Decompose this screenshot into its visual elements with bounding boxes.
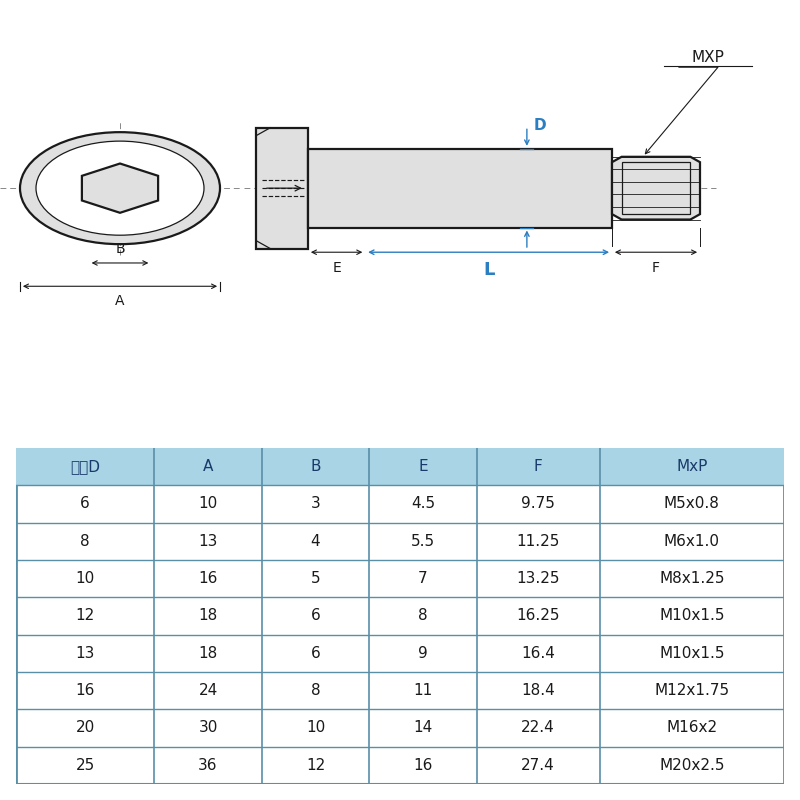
Text: 6: 6 bbox=[310, 646, 320, 661]
Text: 25: 25 bbox=[75, 758, 94, 773]
Text: F: F bbox=[652, 261, 660, 275]
Text: 13.25: 13.25 bbox=[517, 571, 560, 586]
Text: 9: 9 bbox=[418, 646, 428, 661]
Text: 5: 5 bbox=[310, 571, 320, 586]
Text: 12: 12 bbox=[306, 758, 325, 773]
Text: 6: 6 bbox=[310, 609, 320, 623]
Text: 16.25: 16.25 bbox=[517, 609, 560, 623]
Text: 8: 8 bbox=[80, 534, 90, 549]
Text: 10: 10 bbox=[198, 497, 218, 511]
Text: 13: 13 bbox=[75, 646, 95, 661]
Text: M8x1.25: M8x1.25 bbox=[659, 571, 725, 586]
Text: 11: 11 bbox=[414, 683, 433, 698]
Bar bbox=[308, 149, 612, 227]
Text: 18: 18 bbox=[198, 609, 218, 623]
Text: 杆径D: 杆径D bbox=[70, 459, 100, 474]
Text: 22.4: 22.4 bbox=[522, 721, 555, 735]
Text: MxP: MxP bbox=[676, 459, 707, 474]
Text: B: B bbox=[310, 459, 321, 474]
Text: 6: 6 bbox=[80, 497, 90, 511]
Text: 10: 10 bbox=[75, 571, 94, 586]
Text: 16: 16 bbox=[75, 683, 95, 698]
Text: M10x1.5: M10x1.5 bbox=[659, 609, 725, 623]
Text: E: E bbox=[418, 459, 428, 474]
Text: 9.75: 9.75 bbox=[522, 497, 555, 511]
Text: 3: 3 bbox=[310, 497, 320, 511]
Text: M10x1.5: M10x1.5 bbox=[659, 646, 725, 661]
Text: 16: 16 bbox=[414, 758, 433, 773]
Text: 24: 24 bbox=[198, 683, 218, 698]
Text: 4: 4 bbox=[310, 534, 320, 549]
Text: 27.4: 27.4 bbox=[522, 758, 555, 773]
Text: 16: 16 bbox=[198, 571, 218, 586]
Circle shape bbox=[36, 141, 204, 235]
Text: M12x1.75: M12x1.75 bbox=[654, 683, 730, 698]
Text: A: A bbox=[203, 459, 213, 474]
Bar bbox=[16, 448, 784, 486]
Text: A: A bbox=[115, 294, 125, 308]
Text: 7: 7 bbox=[418, 571, 428, 586]
Bar bbox=[622, 162, 690, 214]
Text: 16.4: 16.4 bbox=[522, 646, 555, 661]
Text: M5x0.8: M5x0.8 bbox=[664, 497, 720, 511]
Bar bbox=[256, 128, 308, 249]
Text: M16x2: M16x2 bbox=[666, 721, 718, 735]
Text: E: E bbox=[332, 261, 341, 275]
Text: 13: 13 bbox=[198, 534, 218, 549]
Text: 14: 14 bbox=[414, 721, 433, 735]
Text: M6x1.0: M6x1.0 bbox=[664, 534, 720, 549]
Text: B: B bbox=[115, 242, 125, 256]
Polygon shape bbox=[612, 157, 700, 219]
Text: L: L bbox=[483, 261, 494, 279]
Text: 4.5: 4.5 bbox=[411, 497, 435, 511]
Polygon shape bbox=[82, 163, 158, 213]
Text: 18.4: 18.4 bbox=[522, 683, 555, 698]
Text: 30: 30 bbox=[198, 721, 218, 735]
Text: 20: 20 bbox=[75, 721, 94, 735]
Text: M20x2.5: M20x2.5 bbox=[659, 758, 725, 773]
Text: 36: 36 bbox=[198, 758, 218, 773]
Text: MXP: MXP bbox=[691, 50, 725, 65]
Text: 8: 8 bbox=[310, 683, 320, 698]
Text: 11.25: 11.25 bbox=[517, 534, 560, 549]
Circle shape bbox=[20, 132, 220, 244]
Text: 18: 18 bbox=[198, 646, 218, 661]
Text: 8: 8 bbox=[418, 609, 428, 623]
Text: D: D bbox=[534, 118, 546, 133]
Text: 5.5: 5.5 bbox=[411, 534, 435, 549]
Text: 10: 10 bbox=[306, 721, 325, 735]
Text: 12: 12 bbox=[75, 609, 94, 623]
Text: F: F bbox=[534, 459, 542, 474]
